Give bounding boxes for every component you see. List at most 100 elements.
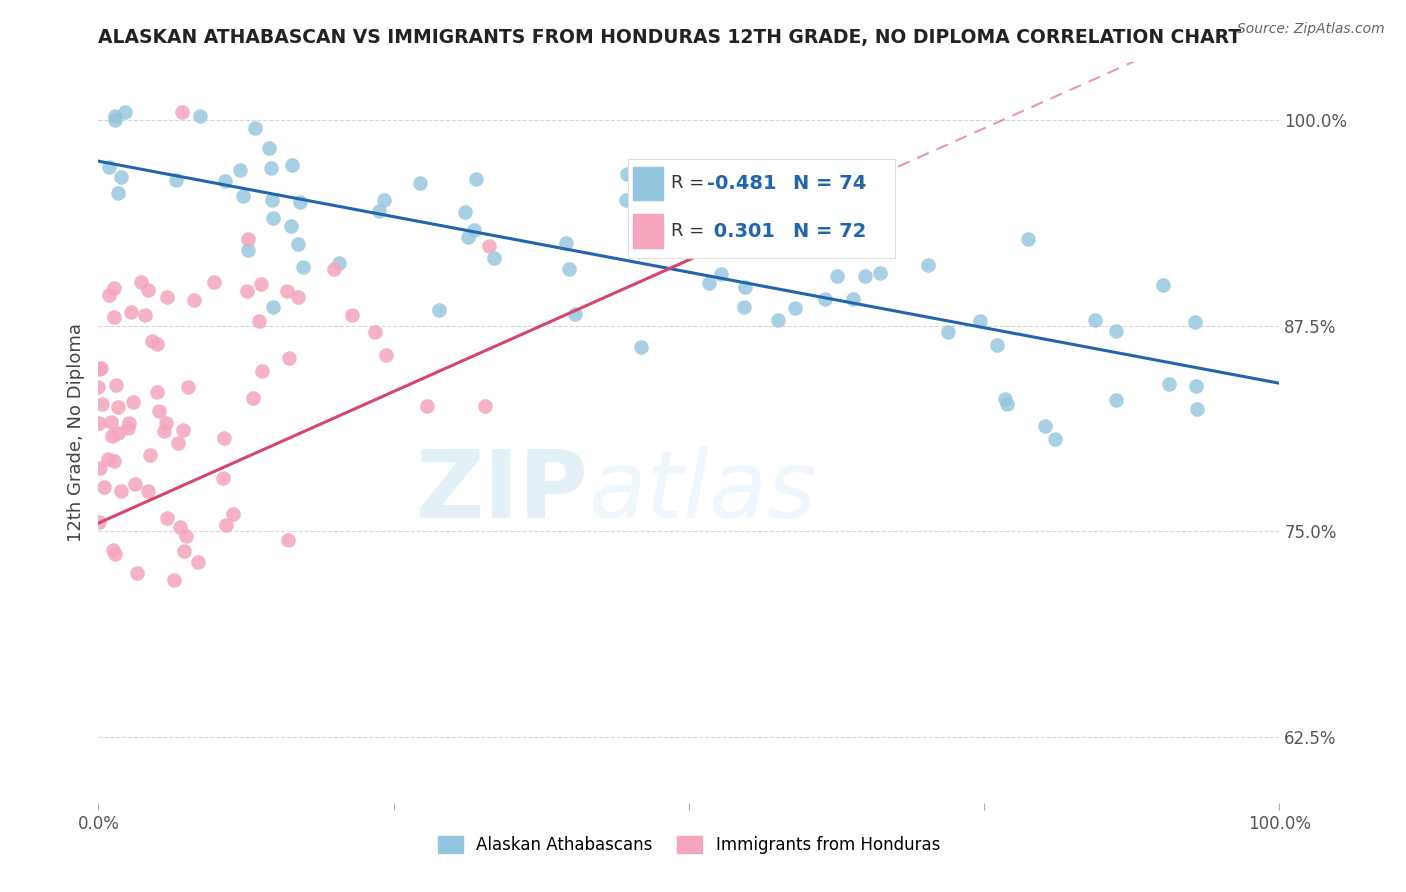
Point [697,276,720,290]
Point [98,287,121,301]
Point [101,543,124,558]
Point [1185,402,1208,417]
Point [734,279,756,293]
Point [103,454,125,468]
Point [146,384,169,399]
Point [364,325,387,339]
Point [328,255,350,269]
Text: ZIP: ZIP [416,446,589,538]
Point [125,566,148,580]
Point [89,362,111,376]
Point [616,167,638,181]
Point [212,431,235,445]
Point [463,223,485,237]
Point [986,338,1008,352]
Point [1105,392,1128,407]
Point [163,574,186,588]
Point [167,436,190,450]
Point [783,301,806,315]
Point [853,268,876,283]
Point [373,193,395,207]
Point [1084,313,1107,327]
Text: atlas: atlas [589,446,817,537]
Point [172,104,194,119]
Point [188,109,211,123]
Point [97,451,120,466]
Point [699,242,721,256]
Point [863,226,886,240]
Point [124,476,146,491]
Point [938,325,960,339]
Point [202,275,225,289]
Point [134,308,156,322]
Point [281,158,304,172]
Point [257,141,280,155]
Point [120,305,142,319]
Point [243,121,266,136]
Text: N = 72: N = 72 [793,222,868,241]
Point [110,169,132,184]
Point [156,511,179,525]
Point [104,548,127,562]
Point [474,399,496,413]
Text: ALASKAN ATHABASCAN VS IMMIGRANTS FROM HONDURAS 12TH GRADE, NO DIPLOMA CORRELATIO: ALASKAN ATHABASCAN VS IMMIGRANTS FROM HO… [98,28,1241,47]
Point [228,163,250,178]
Point [156,290,179,304]
Point [236,232,259,246]
Point [247,314,270,328]
Point [478,238,501,252]
Point [214,174,236,188]
Point [1017,232,1039,246]
Point [148,403,170,417]
Point [374,348,396,362]
Point [292,260,315,275]
Point [98,160,121,174]
Point [280,219,302,233]
Point [141,334,163,348]
Point [107,401,129,415]
Point [287,290,309,304]
Point [183,293,205,307]
Point [842,293,865,307]
Point [340,308,363,322]
Point [136,484,159,499]
Point [145,337,167,351]
Point [917,258,939,272]
Point [614,193,637,207]
Point [177,379,200,393]
Point [236,243,259,257]
Point [212,471,235,485]
Point [994,392,1017,407]
Point [260,161,283,175]
Point [825,269,848,284]
Point [1185,379,1208,393]
Point [174,529,197,543]
Point [93,479,115,493]
Point [103,310,125,324]
Point [89,516,111,530]
Point [90,361,112,376]
Point [278,351,301,366]
Point [465,172,488,186]
Text: -0.481: -0.481 [707,174,776,193]
Point [260,193,283,207]
Point [288,194,311,209]
Point [186,555,208,569]
Point [564,307,586,321]
Point [215,517,238,532]
Point [110,484,132,499]
Point [169,520,191,534]
Text: R =: R = [671,175,710,193]
Text: N = 74: N = 74 [793,174,868,193]
Point [766,313,789,327]
Point [104,109,127,123]
Point [107,186,129,200]
Point [416,399,439,413]
Point [121,395,143,409]
Point [630,340,652,354]
Point [87,380,110,394]
Point [824,242,846,256]
Point [104,112,127,127]
Point [138,449,160,463]
Text: R =: R = [671,222,710,240]
